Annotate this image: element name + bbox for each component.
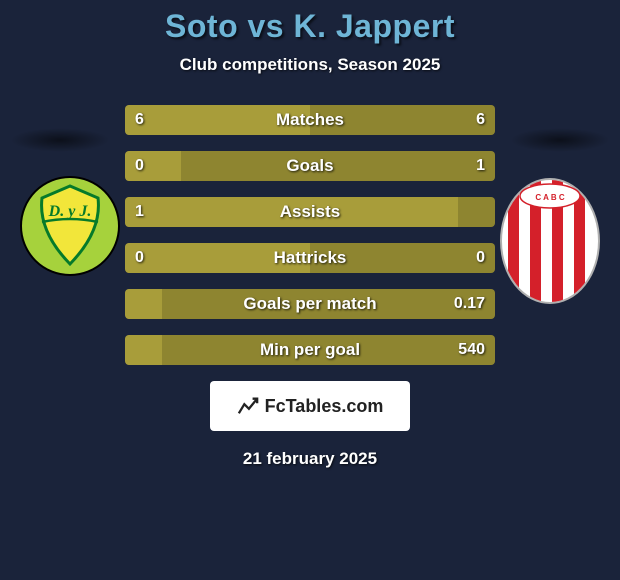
shield-icon: C A B C (500, 178, 600, 304)
stat-fill-right (310, 105, 495, 135)
stat-row: 66Matches (125, 105, 495, 135)
stat-fill-right (181, 151, 496, 181)
stat-fill-left (125, 243, 310, 273)
stat-fill-right (162, 335, 495, 365)
stat-fill-left (125, 197, 458, 227)
chart-line-icon (237, 395, 259, 417)
stat-fill-right (310, 243, 495, 273)
team-badge-left: D. y J. (20, 176, 120, 276)
team-badge-right: C A B C (500, 178, 600, 304)
stat-fill-left (125, 105, 310, 135)
badge-left-text: D. y J. (48, 203, 92, 220)
stat-row: 1Assists (125, 197, 495, 227)
svg-text:C A B C: C A B C (535, 193, 564, 202)
stat-row: 0.17Goals per match (125, 289, 495, 319)
stat-fill-left (125, 289, 162, 319)
stat-fill-right (162, 289, 495, 319)
source-badge: FcTables.com (210, 381, 410, 431)
stat-row: 01Goals (125, 151, 495, 181)
stat-fill-left (125, 151, 181, 181)
stat-fill-right (458, 197, 495, 227)
player-shadow-right (510, 128, 610, 152)
stat-row: 540Min per goal (125, 335, 495, 365)
stat-fill-left (125, 335, 162, 365)
source-label: FcTables.com (265, 396, 384, 417)
page-subtitle: Club competitions, Season 2025 (0, 55, 620, 75)
stat-row: 00Hattricks (125, 243, 495, 273)
page-title: Soto vs K. Jappert (0, 8, 620, 45)
date-label: 21 february 2025 (0, 449, 620, 469)
shield-icon: D. y J. (20, 176, 120, 276)
player-shadow-left (10, 128, 110, 152)
stats-chart: 66Matches 01Goals 1Assists 00Hattricks 0.17G… (125, 105, 495, 365)
